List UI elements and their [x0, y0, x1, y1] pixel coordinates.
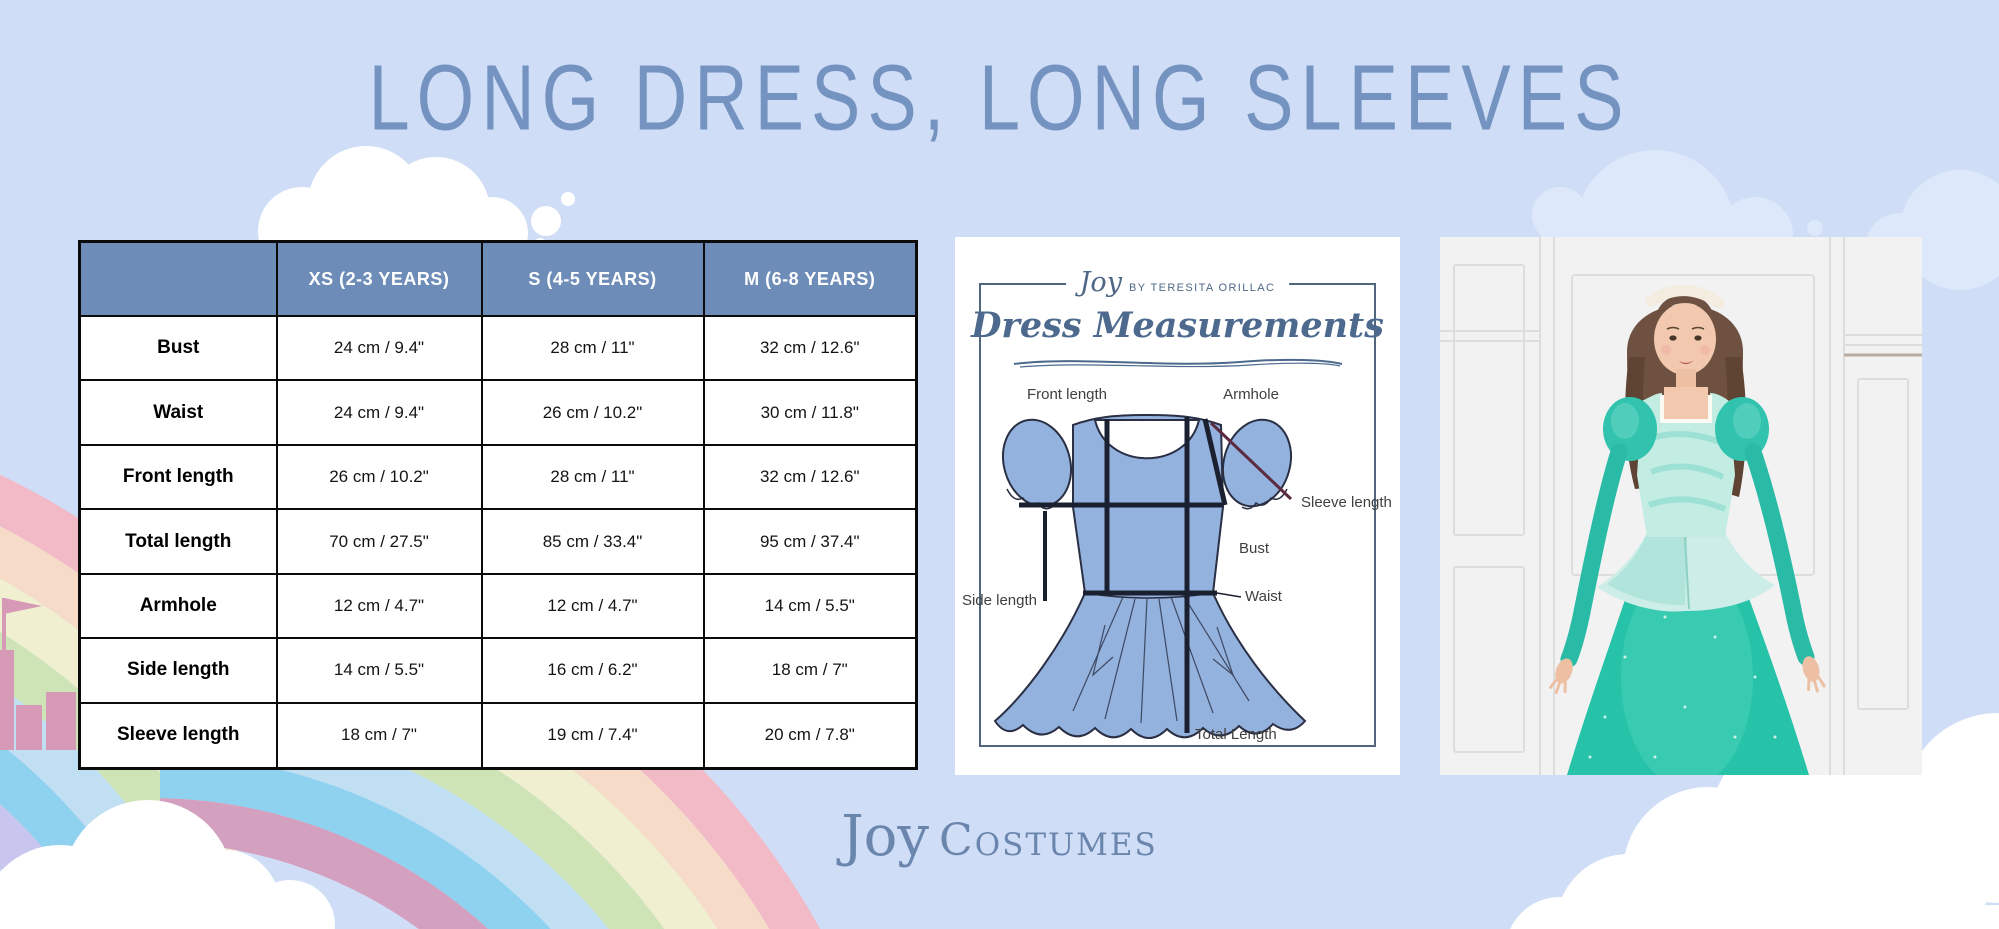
size-value: 28 cm / 11" — [480, 443, 705, 511]
skirt-fold-lines — [1072, 594, 1250, 724]
size-value: 26 cm / 10.2" — [275, 443, 483, 511]
size-value: 32 cm / 12.6" — [702, 443, 918, 511]
column-header-m: M (6-8 YEARS) — [702, 240, 918, 317]
page-title: LONG DRESS, LONG SLEEVES — [368, 45, 1631, 150]
size-value: 14 cm / 5.5" — [702, 572, 918, 640]
row-label: Front length — [78, 443, 278, 511]
row-label: Armhole — [78, 572, 278, 640]
bangs — [1654, 295, 1716, 327]
castle-silhouette — [0, 598, 76, 750]
size-value: 14 cm / 5.5" — [275, 637, 483, 704]
brand-name: Joy — [1079, 267, 1122, 298]
footer-brand-word2: Costumes — [939, 815, 1158, 866]
label-front-length: Front length — [1027, 386, 1107, 403]
dress-measurement-diagram: Front length Armhole Sleeve length Bust … — [962, 386, 1392, 743]
table-row: Waist 24 cm / 9.4" 26 cm / 10.2" 30 cm /… — [78, 379, 918, 446]
dress-skirt — [993, 592, 1307, 739]
table-row: Side length 14 cm / 5.5" 16 cm / 6.2" 18… — [78, 637, 918, 704]
sleeve-length-line — [1209, 421, 1293, 501]
size-value: 12 cm / 4.7" — [275, 572, 483, 640]
column-header-xs: XS (2-3 YEARS) — [275, 240, 483, 317]
label-armhole: Armhole — [1223, 386, 1279, 403]
diagram-title: Dress Measurements — [971, 305, 1384, 346]
label-total-length: Total Length — [1195, 726, 1277, 743]
table-row: Total length 70 cm / 27.5" 85 cm / 33.4"… — [78, 508, 918, 575]
size-value: 20 cm / 7.8" — [702, 701, 918, 770]
hand-left — [1549, 658, 1573, 695]
size-value: 70 cm / 27.5" — [275, 508, 483, 575]
size-table: XS (2-3 YEARS) S (4-5 YEARS) M (6-8 YEAR… — [78, 240, 918, 770]
table-row: Sleeve length 18 cm / 7" 19 cm / 7.4" 20… — [78, 701, 918, 770]
size-value: 18 cm / 7" — [702, 637, 918, 704]
size-value: 95 cm / 37.4" — [702, 508, 918, 575]
label-bust: Bust — [1239, 540, 1270, 557]
arm-left — [1560, 443, 1628, 668]
column-header-s: S (4-5 YEARS) — [480, 240, 705, 317]
row-label: Sleeve length — [78, 701, 278, 770]
label-sleeve-length: Sleeve length — [1301, 494, 1392, 511]
row-label: Waist — [78, 379, 278, 446]
mouth — [1679, 360, 1694, 365]
clouds-white — [0, 146, 1999, 929]
brand-byline: BY TERESITA ORILLAC — [1128, 282, 1276, 294]
size-value: 30 cm / 11.8" — [702, 379, 918, 446]
table-corner-cell — [78, 240, 278, 317]
table-header-row: XS (2-3 YEARS) S (4-5 YEARS) M (6-8 YEAR… — [78, 240, 918, 317]
row-label: Side length — [78, 637, 278, 704]
footer-brand-word1: Joy — [841, 804, 930, 869]
size-value: 26 cm / 10.2" — [480, 379, 705, 446]
hand-right — [1802, 656, 1826, 693]
label-waist: Waist — [1245, 588, 1283, 605]
arm-right — [1744, 443, 1815, 666]
face — [1654, 303, 1716, 375]
footer-brand-logo: Joy Costumes — [0, 804, 1999, 869]
row-label: Bust — [78, 314, 278, 382]
size-value: 16 cm / 6.2" — [480, 637, 705, 704]
measurement-diagram-card: Joy BY TERESITA ORILLAC Dress Measuremen… — [955, 237, 1400, 775]
size-value: 12 cm / 4.7" — [480, 572, 705, 640]
size-value: 32 cm / 12.6" — [702, 314, 918, 382]
wavy-underline — [1013, 358, 1343, 368]
dress-neckline — [1093, 419, 1201, 460]
size-value: 19 cm / 7.4" — [480, 701, 705, 770]
measurement-lines — [1019, 417, 1242, 733]
size-value: 24 cm / 9.4" — [275, 379, 483, 446]
diagram-brand-logo: Joy BY TERESITA ORILLAC — [1065, 267, 1290, 301]
table-row: Armhole 12 cm / 4.7" 12 cm / 4.7" 14 cm … — [78, 572, 918, 640]
size-value: 18 cm / 7" — [275, 701, 483, 770]
product-photo — [1440, 237, 1922, 775]
size-value: 28 cm / 11" — [480, 314, 705, 382]
row-label: Total length — [78, 508, 278, 575]
size-value: 85 cm / 33.4" — [480, 508, 705, 575]
headband — [1645, 285, 1725, 309]
size-value: 24 cm / 9.4" — [275, 314, 483, 382]
girl-figure — [1549, 285, 1826, 775]
table-row: Front length 26 cm / 10.2" 28 cm / 11" 3… — [78, 443, 918, 511]
table-row: Bust 24 cm / 9.4" 28 cm / 11" 32 cm / 12… — [78, 314, 918, 382]
label-side-length: Side length — [962, 592, 1037, 609]
